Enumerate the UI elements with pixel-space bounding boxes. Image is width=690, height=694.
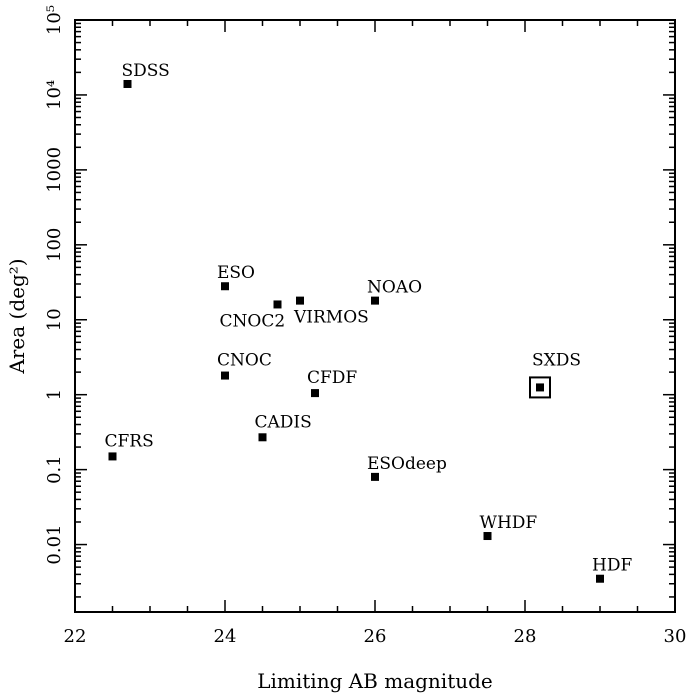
point-label: CNOC2 <box>220 311 286 331</box>
point-label: HDF <box>592 556 632 576</box>
point-label: WHDF <box>480 513 538 533</box>
point-label: CADIS <box>255 412 312 432</box>
point-label: CFDF <box>307 368 357 388</box>
data-point-marker <box>273 300 282 309</box>
y-tick-label: 1000 <box>44 147 65 193</box>
x-tick-label: 22 <box>64 626 87 647</box>
x-axis-title: Limiting AB magnitude <box>257 669 493 693</box>
data-point-marker <box>596 574 604 583</box>
data-point-marker <box>221 282 229 291</box>
point-label: SDSS <box>122 61 170 81</box>
point-label: VIRMOS <box>293 308 369 328</box>
point-label: NOAO <box>367 278 422 298</box>
y-tick-label: 10 <box>44 308 65 331</box>
point-label: ESO <box>217 263 255 283</box>
y-tick-label: 1 <box>44 389 65 400</box>
data-point-marker <box>371 296 379 305</box>
data-point-marker <box>123 79 132 88</box>
x-tick-label: 28 <box>514 626 537 647</box>
data-point-marker <box>108 452 117 461</box>
data-point-marker <box>371 472 379 481</box>
plot-frame <box>74 19 676 613</box>
y-tick-label: 10⁴ <box>44 80 65 110</box>
point-label: CNOC <box>217 351 272 371</box>
data-point-marker <box>536 383 544 392</box>
y-axis-title: Area (deg²) <box>5 258 29 374</box>
y-tick-label: 0.01 <box>44 525 65 565</box>
x-tick-label: 24 <box>214 626 237 647</box>
highlight-box <box>529 376 551 399</box>
point-label: SXDS <box>532 350 581 370</box>
x-axis: 22 24 26 28 30 <box>64 20 687 647</box>
data-points: SDSS ESO CNOC2 VIRMOS NOAO CNOC CFDF SXDS CFRS CA… <box>105 61 632 583</box>
data-point-marker <box>311 389 319 398</box>
data-point-marker <box>483 532 492 541</box>
x-tick-label: 26 <box>364 626 387 647</box>
data-point-marker <box>296 296 304 305</box>
y-tick-label: 10⁵ <box>44 5 65 35</box>
y-tick-label: 0.1 <box>44 455 65 484</box>
data-point-marker <box>221 371 229 380</box>
point-label: ESOdeep <box>367 454 447 474</box>
y-tick-label: 100 <box>44 228 65 262</box>
point-label: CFRS <box>105 431 154 451</box>
data-point-marker <box>258 433 267 442</box>
y-axis: 0.01 0.1 1 10 100 1000 10⁴ 10⁵ <box>44 5 675 598</box>
x-tick-label: 30 <box>664 626 687 647</box>
